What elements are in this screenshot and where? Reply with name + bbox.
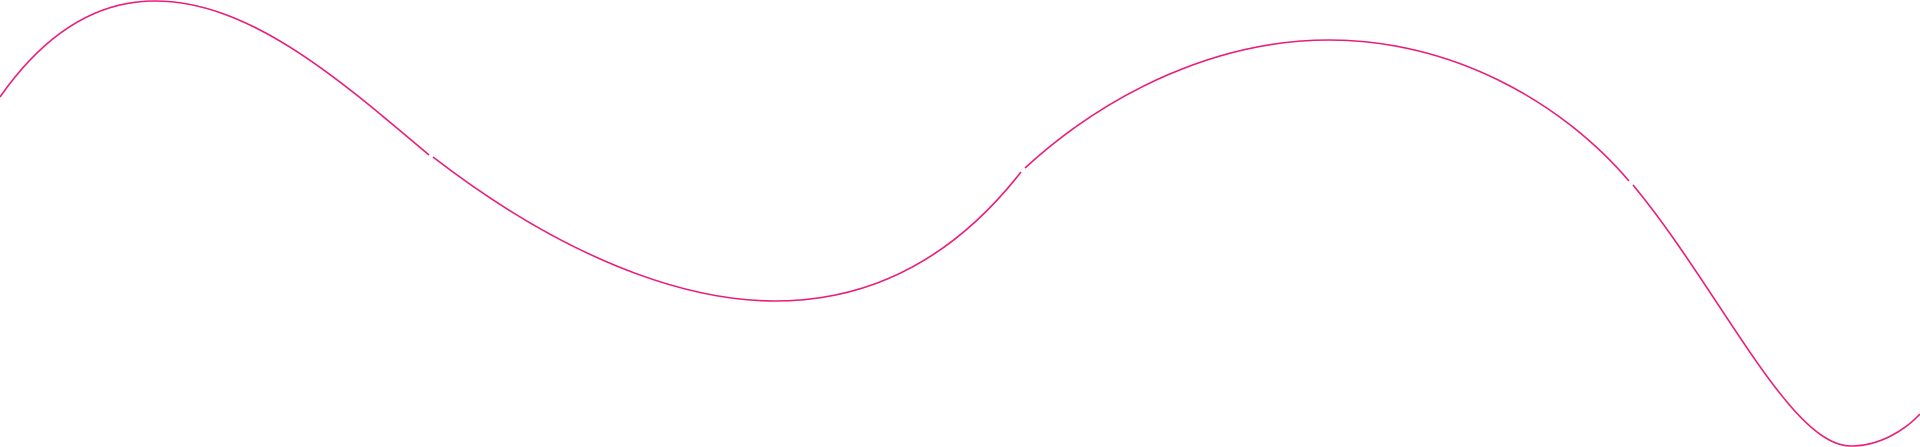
wave-segment-1: [0, 0, 430, 156]
wave-segment-4: [1632, 184, 1920, 447]
wave-segment-3: [1024, 39, 1630, 182]
wave-segment-2: [432, 156, 1022, 302]
